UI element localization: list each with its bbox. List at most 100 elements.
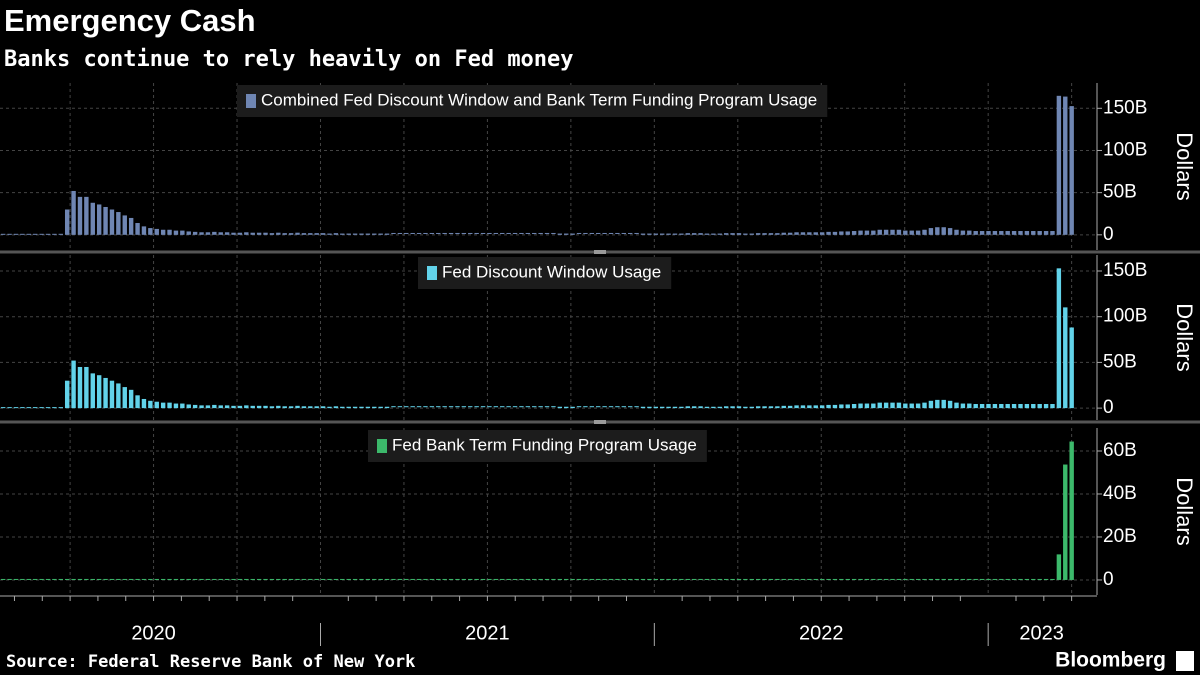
bar [583,578,588,580]
bar [436,578,441,580]
bar [58,407,63,409]
bar [301,233,307,235]
bar [436,232,441,234]
bar [685,578,690,580]
bar [583,406,588,408]
bar [423,406,428,408]
bar [7,578,12,580]
bar [890,402,895,409]
bar [487,232,492,234]
bar [915,578,921,580]
bar [180,578,185,580]
bar [474,232,479,234]
bar [461,232,467,234]
bar [1024,231,1030,235]
bar [468,406,473,408]
x-tick-label: 2021 [465,622,510,644]
bar [103,206,108,235]
bar [372,406,377,409]
bar [256,578,262,580]
bar [947,400,953,409]
bar [794,578,799,580]
bar [448,578,454,580]
bar [1031,578,1036,580]
bar [608,406,614,408]
bar [755,233,761,235]
bar [967,578,972,580]
bar [659,233,665,235]
bar [160,229,166,235]
panel-handle [594,250,606,254]
bar [602,578,607,580]
bar [96,578,102,580]
bar [903,403,908,409]
bar [691,233,697,235]
y-tick-label: 60B [1103,440,1137,461]
bar [474,406,479,408]
bar [442,406,447,408]
bar [807,405,812,409]
bar [672,233,678,235]
bar [64,380,70,409]
bar [359,233,364,235]
legend: Fed Bank Term Funding Program Usage [368,430,707,462]
bar [224,405,230,409]
bar [397,406,403,408]
bar [263,232,268,235]
bar [276,405,281,409]
bar [148,578,153,580]
bar [659,406,665,409]
bar [167,402,172,409]
bar [122,215,127,235]
bar [634,406,639,408]
bar [250,578,255,580]
bar [455,578,460,580]
bar [999,404,1004,409]
bar [58,233,63,235]
bar [276,578,281,580]
bar [7,233,12,235]
bar [77,366,83,409]
bar [237,232,243,235]
bar [781,578,786,580]
bar [346,578,351,580]
bar [416,406,422,408]
bar [544,578,550,580]
bar [883,229,889,235]
bar [32,578,38,580]
bar [391,406,396,408]
bar [416,578,422,580]
bar [384,578,390,580]
bar [1056,268,1062,409]
bar [589,406,595,408]
bar [1043,404,1049,409]
bar [103,578,108,580]
bar [928,228,934,235]
y-tick-label: 40B [1103,483,1137,504]
legend-swatch [427,266,437,280]
bar [192,231,198,235]
bar [352,406,358,409]
bar [986,404,991,409]
bar [461,406,467,408]
bar [1018,578,1023,580]
bar [320,233,326,235]
bar [372,578,377,580]
x-tick-label: 2020 [131,622,176,644]
bar [340,578,345,580]
bar [378,233,383,235]
bar [186,404,191,409]
bar [135,578,140,580]
bar [269,233,275,235]
bar [877,578,882,580]
bar [979,231,985,235]
bar [84,196,89,235]
chart-subtitle: Banks continue to rely heavily on Fed mo… [4,47,574,72]
bar [871,230,876,235]
bar [915,230,921,235]
bar [52,407,57,409]
bar [52,578,57,580]
bar [404,578,409,580]
bar [954,578,959,580]
